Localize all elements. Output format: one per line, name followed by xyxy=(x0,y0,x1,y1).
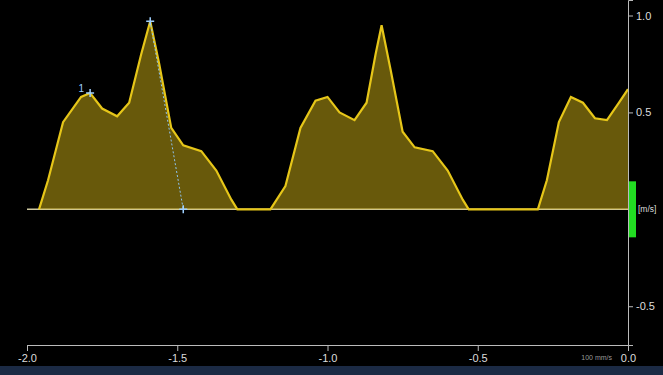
x-tick: -1.5 xyxy=(168,345,187,364)
spectrum-area xyxy=(39,21,628,209)
caliper-marker xyxy=(146,17,154,25)
sweep-speed: 100 mm/s xyxy=(581,354,612,361)
spectrum-envelope xyxy=(39,21,628,209)
scale-indicator xyxy=(629,181,636,237)
y-tick-label: -0.5 xyxy=(636,300,655,312)
x-tick-label: -2.0 xyxy=(18,352,37,364)
caliper-marker xyxy=(86,89,94,97)
y-tick-label: 0.5 xyxy=(636,106,651,118)
x-tick-mark xyxy=(27,345,28,351)
y-tick-mark xyxy=(628,112,633,113)
x-tick-label: -1.5 xyxy=(168,352,187,364)
x-tick: -0.5 xyxy=(469,345,488,364)
plot-area xyxy=(39,17,628,213)
y-axis: 1.0 0.5 -0.5 xyxy=(628,1,655,346)
caliper-marker xyxy=(179,205,187,213)
y-tick: 1.0 xyxy=(628,10,651,22)
annotation: 1 xyxy=(79,83,85,94)
x-tick: 0.0 xyxy=(621,345,636,364)
x-tick-label: -0.5 xyxy=(469,352,488,364)
caliper-line xyxy=(150,21,183,209)
x-tick-label: -1.0 xyxy=(319,352,338,364)
x-tick: -2.0 xyxy=(18,345,37,364)
x-axis-line xyxy=(28,346,629,352)
bottom-strip xyxy=(0,366,663,375)
background xyxy=(0,0,663,375)
y-axis-line xyxy=(629,1,634,346)
x-axis: -2.0 -1.5 -1.0 -0.5 0.0 xyxy=(18,345,636,364)
x-tick-mark xyxy=(328,345,329,351)
y-tick: 0.5 xyxy=(628,106,651,118)
x-tick-mark xyxy=(478,345,479,351)
y-tick: -0.5 xyxy=(628,300,655,312)
y-tick-mark xyxy=(628,16,633,17)
y-tick-mark xyxy=(628,306,633,307)
chart: -2.0 -1.5 -1.0 -0.5 0.0 1.0 0.5 -0.5 [m/s] 100 mm… xyxy=(0,0,663,375)
y-axis-label: [m/s] xyxy=(638,204,656,214)
y-tick-label: 1.0 xyxy=(636,10,651,22)
x-tick-mark xyxy=(177,345,178,351)
x-tick-label: 0.0 xyxy=(621,352,636,364)
x-tick: -1.0 xyxy=(319,345,338,364)
